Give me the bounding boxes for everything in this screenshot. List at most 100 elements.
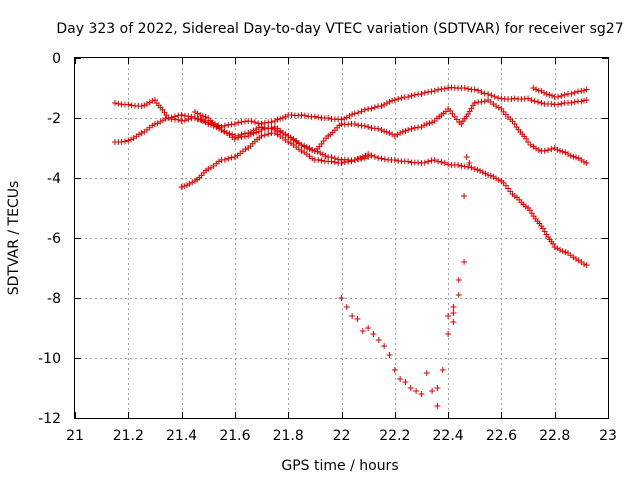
y-axis-label: SDTVAR / TECUs <box>6 181 22 296</box>
data-point-track-D <box>405 158 412 165</box>
data-point-track-D <box>573 255 580 262</box>
data-point-track-B <box>151 121 158 127</box>
data-point-track-F <box>543 90 550 97</box>
data-point-track-B <box>399 128 406 135</box>
data-point-track-D <box>495 176 502 183</box>
data-point-track-D <box>205 166 212 172</box>
data-point-track-F <box>546 91 553 98</box>
data-point-track-A <box>221 122 228 129</box>
data-point-track-B <box>421 122 428 129</box>
data-point-track-E <box>258 124 265 130</box>
data-point-track-A <box>138 103 145 109</box>
data-point-track-B <box>181 117 188 124</box>
data-point-track-A <box>248 118 255 125</box>
data-point-track-D <box>189 179 196 186</box>
data-point-track-E <box>255 124 262 131</box>
data-point-track-B <box>397 130 404 137</box>
data-point-track-F <box>555 93 562 100</box>
data-point-low-cluster <box>407 385 414 391</box>
data-point-track-F <box>533 86 540 93</box>
data-point-track-D <box>485 172 492 178</box>
data-point-track-A <box>408 92 415 99</box>
data-point-track-D <box>490 173 497 180</box>
data-point-track-C <box>583 160 590 166</box>
data-point-low-cluster <box>381 343 388 349</box>
data-point-track-B <box>178 118 185 124</box>
data-point-low-cluster <box>375 337 382 343</box>
data-point-track-F <box>568 90 575 97</box>
data-point-track-B <box>468 105 475 112</box>
data-point-track-D <box>465 163 472 170</box>
data-point-track-A <box>178 112 185 118</box>
x-tick-label: 22.4 <box>433 428 464 444</box>
data-point-track-A <box>383 100 390 107</box>
data-point-track-D <box>285 139 292 145</box>
data-point-track-D <box>471 166 478 172</box>
data-point-track-A <box>488 92 495 99</box>
data-point-track-B <box>391 133 398 139</box>
data-point-track-D <box>487 172 494 179</box>
data-point-track-A <box>531 98 538 105</box>
data-point-track-E <box>226 130 233 137</box>
data-point-track-D <box>265 131 272 138</box>
data-point-track-D <box>375 154 382 161</box>
data-point-low-cluster <box>343 304 350 310</box>
data-point-track-A <box>274 116 281 123</box>
data-point-track-B <box>191 115 198 121</box>
data-point-track-B <box>523 135 530 142</box>
y-tick-label: -10 <box>38 351 61 367</box>
data-point-track-B <box>154 120 161 127</box>
data-point-track-A <box>295 112 302 119</box>
data-point-low-cluster <box>338 295 345 301</box>
plot-frame <box>74 57 609 419</box>
data-point-track-D <box>554 245 561 252</box>
data-point-track-D <box>551 244 558 250</box>
data-point-track-D <box>435 158 442 165</box>
data-point-low-cluster <box>402 379 409 385</box>
data-point-track-B <box>162 115 169 122</box>
y-tick-label: -8 <box>47 291 61 307</box>
data-point-track-F <box>541 89 548 96</box>
x-tick-label: 22.6 <box>486 428 517 444</box>
data-point-track-D <box>258 133 265 139</box>
data-point-track-A <box>568 99 575 106</box>
data-point-track-D <box>479 169 486 176</box>
data-point-low-cluster <box>354 316 361 322</box>
data-point-track-D <box>431 157 438 163</box>
data-point-track-B <box>426 120 433 127</box>
data-point-track-A <box>301 112 308 119</box>
data-point-track-E <box>365 154 372 160</box>
data-point-track-B <box>138 130 145 136</box>
data-point-track-C <box>567 152 574 159</box>
data-point-track-A <box>277 115 284 122</box>
data-point-track-D <box>421 159 428 166</box>
data-point-track-B <box>127 136 134 143</box>
data-point-track-D <box>557 246 564 253</box>
data-point-track-A <box>445 85 452 91</box>
data-point-track-C <box>548 146 555 153</box>
data-point-track-B <box>429 119 436 126</box>
data-point-track-E <box>317 149 324 156</box>
data-point-outliers <box>450 319 457 325</box>
data-point-track-A <box>381 101 388 108</box>
data-point-track-A <box>431 88 438 94</box>
data-point-low-cluster <box>386 352 393 358</box>
data-point-track-B <box>411 124 418 131</box>
data-point-track-F <box>575 88 582 95</box>
data-point-track-B <box>205 121 212 127</box>
data-point-track-E <box>314 148 321 155</box>
data-point-track-D <box>474 166 481 173</box>
data-point-track-A <box>378 103 385 109</box>
data-point-track-A <box>271 118 278 124</box>
data-point-track-E <box>279 130 286 137</box>
data-point-track-A <box>125 101 132 108</box>
data-point-track-B <box>365 124 372 130</box>
data-point-track-E <box>253 125 260 132</box>
data-point-track-A <box>151 97 158 103</box>
data-point-track-A <box>548 100 555 107</box>
x-tick-label: 21.8 <box>273 428 304 444</box>
data-point-track-A <box>368 105 375 112</box>
data-point-low-cluster <box>397 376 404 382</box>
data-point-track-A <box>351 110 358 117</box>
data-point-track-D <box>477 167 484 174</box>
